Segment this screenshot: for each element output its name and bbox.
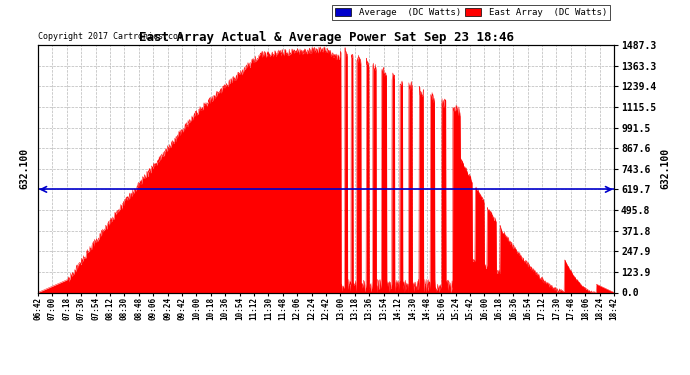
Y-axis label: 632.100: 632.100	[660, 148, 671, 189]
Text: Copyright 2017 Cartronics.com: Copyright 2017 Cartronics.com	[38, 32, 183, 41]
Title: East Array Actual & Average Power Sat Sep 23 18:46: East Array Actual & Average Power Sat Se…	[139, 31, 513, 44]
Y-axis label: 632.100: 632.100	[19, 148, 29, 189]
Legend: Average  (DC Watts), East Array  (DC Watts): Average (DC Watts), East Array (DC Watts…	[333, 5, 609, 20]
